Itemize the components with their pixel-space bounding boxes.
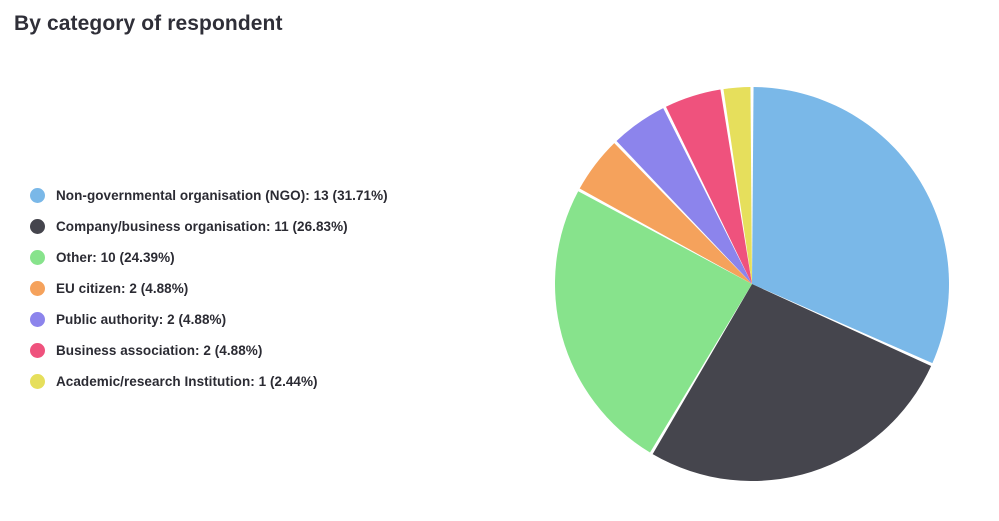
legend-item[interactable]: Other: 10 (24.39%) <box>30 242 550 273</box>
legend-color-swatch-icon <box>30 250 45 265</box>
pie-chart-svg <box>554 87 949 481</box>
legend-color-swatch-icon <box>30 343 45 358</box>
legend-item-label: EU citizen: 2 (4.88%) <box>56 281 189 296</box>
chart-legend: Non-governmental organisation (NGO): 13 … <box>30 180 550 397</box>
legend-color-swatch-icon <box>30 312 45 327</box>
legend-item[interactable]: Company/business organisation: 11 (26.83… <box>30 211 550 242</box>
legend-item-label: Public authority: 2 (4.88%) <box>56 312 227 327</box>
legend-item-label: Other: 10 (24.39%) <box>56 250 175 265</box>
page-title: By category of respondent <box>14 12 283 35</box>
pie-slice[interactable] <box>723 87 752 284</box>
legend-color-swatch-icon <box>30 374 45 389</box>
legend-color-swatch-icon <box>30 188 45 203</box>
legend-item-label: Business association: 2 (4.88%) <box>56 343 263 358</box>
legend-item[interactable]: Non-governmental organisation (NGO): 13 … <box>30 180 550 211</box>
legend-item-label: Academic/research Institution: 1 (2.44%) <box>56 374 318 389</box>
legend-item-label: Company/business organisation: 11 (26.83… <box>56 219 348 234</box>
pie-slice[interactable] <box>579 143 752 284</box>
pie-slice[interactable] <box>665 89 752 284</box>
pie-slices <box>554 87 949 481</box>
legend-color-swatch-icon <box>30 281 45 296</box>
legend-item-label: Non-governmental organisation (NGO): 13 … <box>56 188 388 203</box>
pie-slice[interactable] <box>616 108 752 285</box>
pie-slice[interactable] <box>554 191 752 453</box>
legend-item[interactable]: EU citizen: 2 (4.88%) <box>30 273 550 304</box>
pie-chart <box>554 86 950 482</box>
legend-item[interactable]: Public authority: 2 (4.88%) <box>30 304 550 335</box>
legend-item[interactable]: Academic/research Institution: 1 (2.44%) <box>30 366 550 397</box>
legend-color-swatch-icon <box>30 219 45 234</box>
pie-slice[interactable] <box>652 284 932 481</box>
pie-slice[interactable] <box>752 87 949 364</box>
legend-item[interactable]: Business association: 2 (4.88%) <box>30 335 550 366</box>
